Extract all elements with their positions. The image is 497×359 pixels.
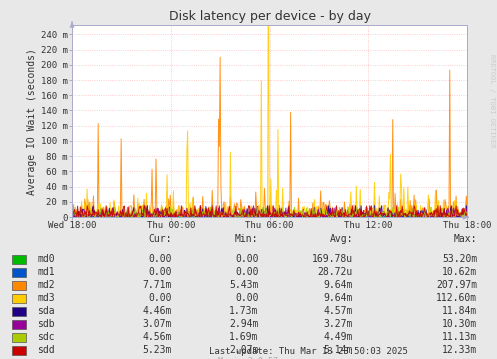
Text: 9.64m: 9.64m	[324, 280, 353, 290]
Text: 11.84m: 11.84m	[442, 306, 477, 316]
Text: 2.94m: 2.94m	[229, 319, 258, 329]
Text: md2: md2	[37, 280, 55, 290]
Text: sda: sda	[37, 306, 55, 316]
Text: 4.49m: 4.49m	[324, 332, 353, 342]
Text: Last update: Thu Mar 13 23:50:03 2025: Last update: Thu Mar 13 23:50:03 2025	[209, 347, 408, 356]
Text: 0.00: 0.00	[235, 267, 258, 278]
Text: 0.00: 0.00	[148, 293, 171, 303]
Text: 10.62m: 10.62m	[442, 267, 477, 278]
Bar	[12, 268, 26, 277]
Text: 7.71m: 7.71m	[142, 280, 171, 290]
Text: 28.72u: 28.72u	[318, 267, 353, 278]
Text: 207.97m: 207.97m	[436, 280, 477, 290]
Text: Avg:: Avg:	[330, 234, 353, 244]
Text: 10.30m: 10.30m	[442, 319, 477, 329]
Text: 1.69m: 1.69m	[229, 332, 258, 342]
Text: 0.00: 0.00	[148, 267, 171, 278]
Text: 5.14m: 5.14m	[324, 345, 353, 355]
Text: md0: md0	[37, 255, 55, 265]
Text: 5.43m: 5.43m	[229, 280, 258, 290]
Text: Munin 2.0.57: Munin 2.0.57	[219, 357, 278, 359]
Text: 11.13m: 11.13m	[442, 332, 477, 342]
Title: Disk latency per device - by day: Disk latency per device - by day	[168, 10, 371, 23]
Text: 4.46m: 4.46m	[142, 306, 171, 316]
Bar	[12, 333, 26, 342]
Text: 1.73m: 1.73m	[229, 306, 258, 316]
Text: 4.56m: 4.56m	[142, 332, 171, 342]
Text: 0.00: 0.00	[235, 293, 258, 303]
Bar	[12, 307, 26, 316]
Text: 5.23m: 5.23m	[142, 345, 171, 355]
Text: Min:: Min:	[235, 234, 258, 244]
Text: 2.07m: 2.07m	[229, 345, 258, 355]
Text: 0.00: 0.00	[148, 255, 171, 265]
Text: 169.78u: 169.78u	[312, 255, 353, 265]
Text: 3.07m: 3.07m	[142, 319, 171, 329]
Text: sdc: sdc	[37, 332, 55, 342]
Text: 3.27m: 3.27m	[324, 319, 353, 329]
Text: md3: md3	[37, 293, 55, 303]
Bar	[12, 255, 26, 264]
Text: RRDTOOL / TOBI OETIKER: RRDTOOL / TOBI OETIKER	[489, 54, 495, 147]
Text: sdb: sdb	[37, 319, 55, 329]
Text: 12.33m: 12.33m	[442, 345, 477, 355]
Bar	[12, 346, 26, 355]
Text: sdd: sdd	[37, 345, 55, 355]
Text: Max:: Max:	[454, 234, 477, 244]
Text: md1: md1	[37, 267, 55, 278]
Bar	[12, 320, 26, 328]
Bar	[12, 281, 26, 290]
Text: 112.60m: 112.60m	[436, 293, 477, 303]
Y-axis label: Average IO Wait (seconds): Average IO Wait (seconds)	[27, 48, 37, 195]
Text: 53.20m: 53.20m	[442, 255, 477, 265]
Bar	[12, 294, 26, 303]
Text: Cur:: Cur:	[148, 234, 171, 244]
Text: 9.64m: 9.64m	[324, 293, 353, 303]
Text: 4.57m: 4.57m	[324, 306, 353, 316]
Text: 0.00: 0.00	[235, 255, 258, 265]
